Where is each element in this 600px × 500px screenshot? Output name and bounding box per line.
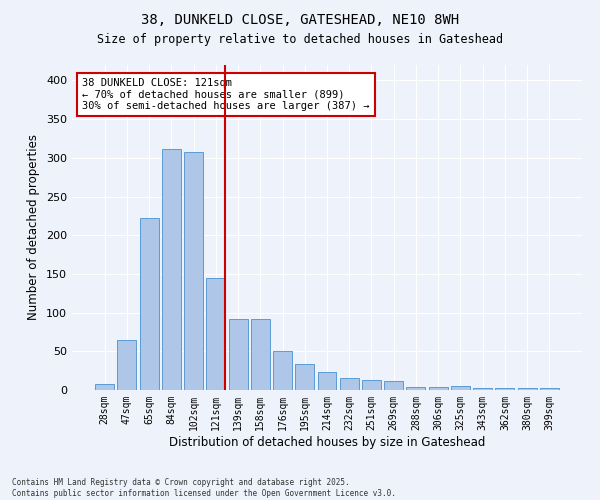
Bar bbox=[362, 380, 381, 390]
Bar bbox=[118, 340, 136, 390]
Bar bbox=[406, 387, 425, 390]
Bar bbox=[340, 378, 359, 390]
Text: Size of property relative to detached houses in Gateshead: Size of property relative to detached ho… bbox=[97, 32, 503, 46]
Bar bbox=[184, 152, 203, 390]
Bar bbox=[140, 218, 158, 390]
Bar bbox=[540, 388, 559, 390]
Bar bbox=[162, 150, 181, 390]
Bar bbox=[251, 319, 270, 390]
Text: 38 DUNKELD CLOSE: 121sqm
← 70% of detached houses are smaller (899)
30% of semi-: 38 DUNKELD CLOSE: 121sqm ← 70% of detach… bbox=[82, 78, 370, 111]
Bar bbox=[317, 372, 337, 390]
Bar bbox=[473, 388, 492, 390]
Bar bbox=[295, 364, 314, 390]
Bar bbox=[451, 386, 470, 390]
Text: 38, DUNKELD CLOSE, GATESHEAD, NE10 8WH: 38, DUNKELD CLOSE, GATESHEAD, NE10 8WH bbox=[141, 12, 459, 26]
Bar bbox=[518, 388, 536, 390]
Bar bbox=[95, 384, 114, 390]
Bar bbox=[273, 352, 292, 390]
Text: Contains HM Land Registry data © Crown copyright and database right 2025.
Contai: Contains HM Land Registry data © Crown c… bbox=[12, 478, 396, 498]
Y-axis label: Number of detached properties: Number of detached properties bbox=[28, 134, 40, 320]
Bar bbox=[384, 382, 403, 390]
Bar bbox=[206, 278, 225, 390]
Bar bbox=[429, 387, 448, 390]
Bar bbox=[229, 319, 248, 390]
Bar bbox=[496, 388, 514, 390]
X-axis label: Distribution of detached houses by size in Gateshead: Distribution of detached houses by size … bbox=[169, 436, 485, 448]
